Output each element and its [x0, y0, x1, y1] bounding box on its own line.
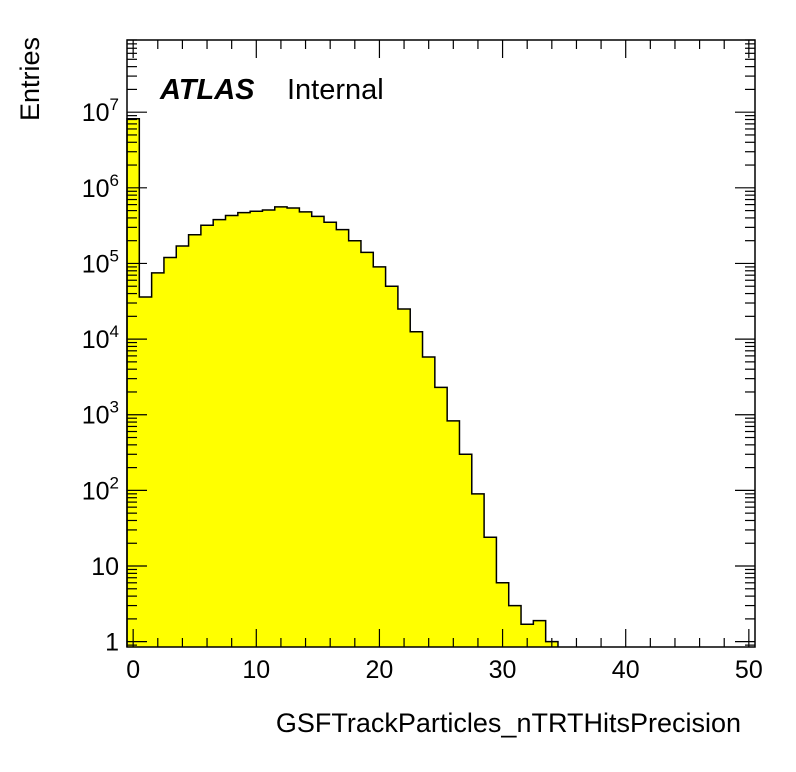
y-tick-label: 10: [91, 553, 119, 581]
histogram-bar: [385, 286, 399, 647]
histogram-bar: [188, 234, 202, 647]
x-tick-label: 20: [366, 656, 394, 684]
histogram-bar: [521, 624, 534, 647]
histogram-bar: [213, 219, 226, 647]
histogram-bar: [410, 331, 423, 647]
histogram-bar: [139, 297, 153, 647]
histogram-bar: [127, 118, 140, 648]
histogram-bar: [151, 272, 165, 647]
x-tick-label: 0: [126, 656, 140, 684]
y-tick-label: 104: [82, 322, 119, 354]
histogram-bar: [422, 356, 436, 647]
histogram-bar: [324, 222, 337, 647]
histogram-bar: [533, 620, 547, 647]
histogram-bar: [508, 605, 522, 647]
plot-border: [126, 39, 756, 648]
y-tick-label: 102: [82, 473, 119, 505]
y-tick-label: 105: [82, 246, 119, 278]
histogram-bar: [496, 582, 510, 647]
y-tick-label: 1: [105, 629, 119, 657]
histogram-bar: [471, 493, 485, 647]
histogram-bar: [200, 225, 214, 648]
x-axis-title: GSFTrackParticles_nTRTHitsPrecision: [276, 708, 741, 738]
histogram-bar: [360, 252, 374, 647]
x-tick-label: 40: [612, 656, 640, 684]
histogram-bar: [287, 208, 300, 648]
histogram-bar: [311, 216, 325, 647]
histogram-bar: [237, 212, 251, 648]
atlas-label: ATLAS: [159, 74, 255, 106]
y-tick-labels: 1 10 102 103 104 105 106 107: [82, 95, 119, 656]
y-axis-title: Entries: [15, 37, 45, 121]
x-tick-label: 10: [242, 656, 270, 684]
histogram-bar: [262, 209, 276, 647]
histogram-bar: [348, 240, 362, 648]
histogram-bar: [459, 454, 473, 647]
histogram-bar: [299, 211, 313, 647]
histogram-bar: [434, 387, 448, 647]
y-tick-label: 106: [82, 171, 119, 203]
y-tick-label: 107: [82, 95, 119, 127]
histogram-bar: [250, 211, 263, 648]
x-tick-labels: 0 10 20 30 40 50: [126, 656, 763, 684]
x-tick-label: 30: [489, 656, 517, 684]
x-tick-label: 50: [735, 656, 763, 684]
histogram-bar: [447, 420, 460, 647]
axis-ticks: [127, 39, 755, 647]
y-tick-label: 103: [82, 398, 119, 430]
histogram-outline: [126, 117, 559, 647]
histogram-bar: [397, 308, 411, 647]
histogram-bar: [274, 206, 288, 647]
histogram-bar: [225, 215, 239, 648]
histogram-bars: [127, 118, 559, 648]
histogram-bar: [484, 537, 497, 647]
histogram-bar: [336, 229, 350, 647]
histogram-bar: [176, 246, 189, 647]
histogram-bar: [373, 266, 386, 647]
histogram-bar: [163, 257, 177, 647]
atlas-status-label: Internal: [287, 74, 384, 106]
